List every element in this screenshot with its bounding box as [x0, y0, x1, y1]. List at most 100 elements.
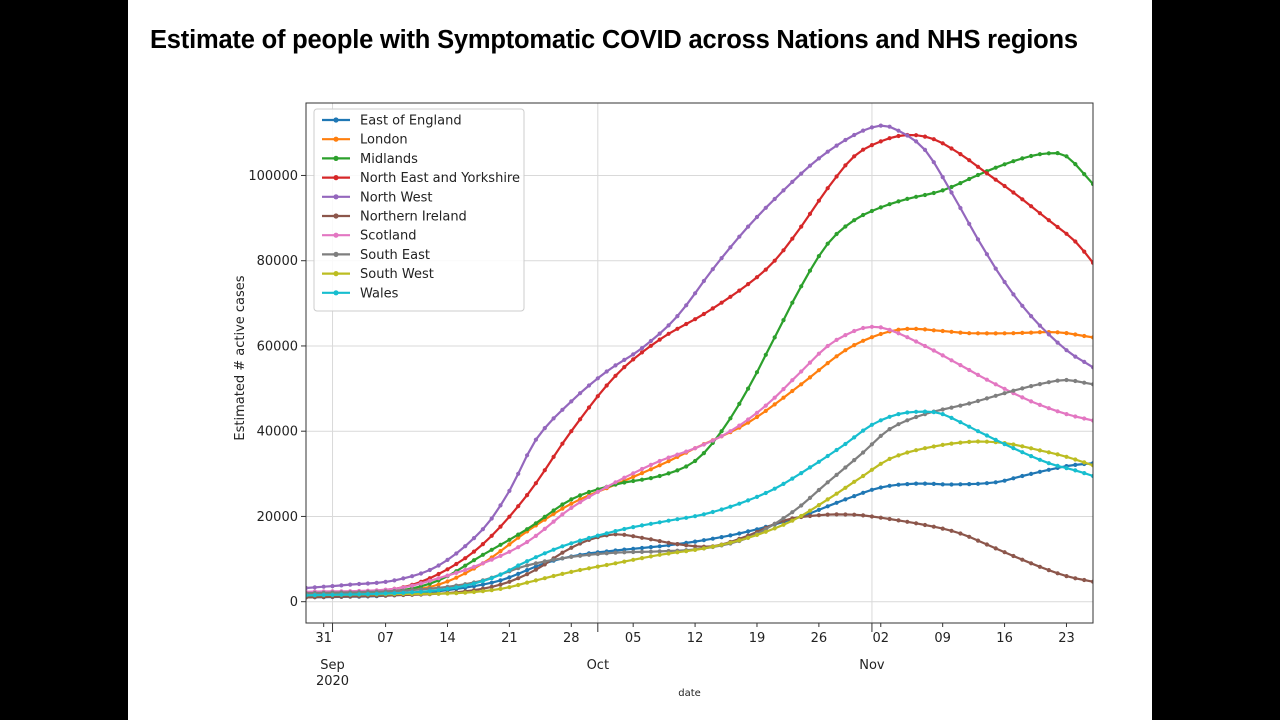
data-point: [648, 537, 654, 542]
data-point: [896, 133, 901, 139]
data-point: [967, 534, 972, 539]
data-point: [843, 348, 848, 353]
data-point: [772, 258, 777, 263]
data-point: [471, 549, 477, 554]
data-point: [1055, 340, 1060, 345]
data-point: [1055, 463, 1060, 468]
data-point: [790, 236, 795, 241]
data-point: [710, 544, 715, 549]
data-point: [746, 386, 751, 391]
data-point: [1037, 323, 1042, 328]
data-point: [772, 402, 777, 407]
data-point: [498, 586, 503, 592]
data-point: [533, 533, 538, 539]
data-point: [401, 590, 406, 595]
data-point: [816, 156, 822, 161]
data-point: [993, 382, 998, 387]
data-point: [701, 451, 707, 456]
legend-item-east-of-england: East of England: [322, 114, 462, 129]
data-point: [861, 473, 866, 479]
data-point: [1020, 444, 1025, 449]
series-markers-south-east: [306, 377, 1093, 596]
data-point: [843, 333, 848, 338]
data-point: [489, 557, 494, 562]
data-point: [807, 360, 813, 365]
data-point: [542, 468, 547, 473]
data-point: [648, 545, 654, 550]
data-point: [922, 409, 928, 414]
data-point: [958, 205, 963, 211]
data-point: [861, 450, 866, 455]
data-point: [993, 165, 998, 170]
data-point: [454, 561, 459, 567]
x-tick-label: 07: [377, 631, 394, 646]
data-point: [878, 418, 883, 423]
data-point: [1082, 249, 1087, 254]
data-point: [648, 549, 654, 554]
data-point: [1037, 402, 1042, 407]
data-point: [604, 383, 609, 388]
data-point: [498, 572, 503, 577]
x-tick-label: 23: [1058, 631, 1075, 646]
data-point: [940, 188, 945, 193]
data-point: [967, 424, 972, 429]
data-point: [498, 549, 503, 554]
data-point: [905, 418, 910, 423]
data-point: [306, 585, 309, 591]
data-point: [657, 331, 662, 336]
data-point: [807, 268, 813, 273]
data-point: [401, 576, 406, 581]
data-point: [993, 331, 998, 336]
data-point: [516, 571, 521, 577]
data-point: [480, 579, 485, 584]
data-point: [401, 585, 406, 590]
data-point: [657, 539, 662, 544]
data-point: [975, 172, 981, 178]
data-point: [763, 267, 768, 272]
y-axis-label: Estimated # active cases: [233, 275, 248, 440]
data-point: [710, 267, 715, 272]
data-point: [595, 394, 600, 399]
data-point: [427, 567, 432, 573]
data-point: [737, 234, 742, 239]
data-point: [1082, 172, 1087, 177]
data-point: [454, 575, 459, 580]
data-point: [560, 550, 565, 555]
data-point: [560, 571, 565, 577]
data-point: [1082, 471, 1087, 476]
data-point: [984, 481, 990, 486]
data-point: [799, 513, 804, 519]
data-point: [905, 335, 910, 340]
data-point: [595, 533, 600, 538]
data-point: [878, 123, 883, 128]
data-point: [1064, 231, 1069, 236]
data-point: [878, 139, 883, 144]
data-point: [1073, 378, 1078, 384]
data-point: [896, 422, 901, 427]
legend-swatch-marker: [333, 290, 339, 296]
series-group: [306, 123, 1093, 600]
data-point: [1073, 576, 1078, 581]
data-point: [1055, 409, 1060, 414]
data-point: [622, 357, 627, 362]
data-point: [1055, 571, 1060, 576]
data-point: [436, 582, 441, 587]
data-point: [551, 454, 556, 459]
data-point: [1090, 473, 1093, 479]
data-point: [507, 575, 512, 580]
data-point: [772, 521, 777, 527]
data-point: [887, 456, 892, 461]
data-point: [975, 164, 981, 169]
data-point: [631, 557, 636, 562]
data-point: [1046, 380, 1051, 385]
data-point: [595, 376, 600, 381]
data-point: [701, 538, 707, 543]
data-point: [622, 475, 627, 480]
data-point: [763, 408, 768, 413]
data-point: [949, 405, 954, 410]
data-point: [1055, 452, 1060, 457]
data-point: [657, 473, 662, 479]
data-point: [825, 241, 830, 246]
data-point: [622, 550, 627, 555]
data-point: [825, 149, 830, 154]
